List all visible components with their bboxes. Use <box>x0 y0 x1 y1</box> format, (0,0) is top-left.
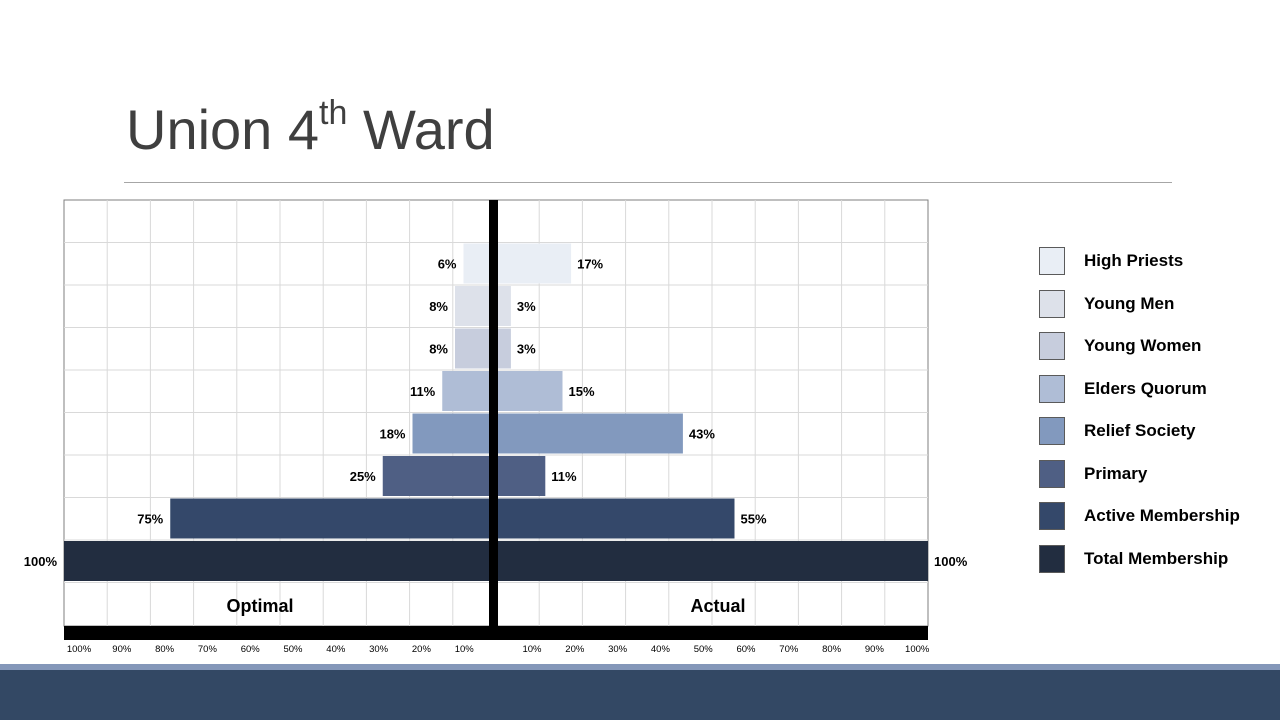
x-tick-label: 30% <box>369 644 389 655</box>
bar-optimal-primary <box>382 456 489 496</box>
x-tick-label: 50% <box>694 644 714 655</box>
value-label-actual-high-priests: 17% <box>577 257 603 272</box>
legend-item: High Priests <box>1039 247 1269 277</box>
value-label-actual-primary: 11% <box>551 469 577 484</box>
legend-label: Primary <box>1084 463 1148 483</box>
x-tick-label: 10% <box>522 644 542 655</box>
legend-swatch <box>1039 459 1065 488</box>
bar-actual-active-membership <box>498 498 735 539</box>
x-tick-label: 100% <box>905 644 930 655</box>
x-tick-label: 40% <box>326 644 346 655</box>
value-label-optimal-high-priests: 6% <box>438 257 457 272</box>
x-tick-label: 40% <box>651 644 671 655</box>
chart-axis: Optimal Actual 100% 90% 80% 70% 60% 50% 40% 30% 20… <box>64 200 930 655</box>
legend-swatch <box>1039 544 1065 573</box>
legend-label: Young Men <box>1084 293 1175 313</box>
title-superscript: th <box>319 94 348 132</box>
x-tick-label: 100% <box>67 644 92 655</box>
legend-item: Relief Society <box>1039 417 1269 447</box>
x-tick-label: 50% <box>283 644 303 655</box>
slide-title: Union 4th Ward <box>126 96 495 158</box>
chart-value-labels: 6% 17% 8% 3% 8% 3% 11% 15% 18% 43% 25% 11% 75% 55% 100… <box>24 257 968 570</box>
bar-optimal-relief-society <box>412 413 489 454</box>
value-label-actual-total-membership: 100% <box>934 554 968 569</box>
legend-swatch <box>1039 332 1065 360</box>
title-text-end: Ward <box>347 98 495 161</box>
value-label-optimal-young-women: 8% <box>429 342 448 357</box>
legend-label: Young Women <box>1084 336 1202 355</box>
value-label-actual-young-men: 3% <box>517 299 536 314</box>
legend-item: Total Membership <box>1039 544 1269 575</box>
x-tick-label: 30% <box>608 644 628 655</box>
legend-label: High Priests <box>1084 251 1184 270</box>
footer-band <box>0 670 1280 720</box>
value-label-optimal-primary: 25% <box>350 469 376 484</box>
value-label-optimal-elders-quorum: 11% <box>410 384 436 399</box>
bar-optimal-elders-quorum <box>442 371 489 411</box>
value-label-actual-relief-society: 43% <box>689 427 715 442</box>
value-label-actual-active-membership: 55% <box>741 512 767 527</box>
legend-label: Elders Quorum <box>1084 378 1207 398</box>
legend-swatch <box>1039 502 1065 530</box>
chart-bars <box>64 243 928 581</box>
legend-swatch <box>1039 417 1065 445</box>
bar-optimal-total-membership <box>64 541 489 581</box>
x-tick-label: 60% <box>736 644 756 655</box>
x-tick-label: 70% <box>779 644 799 655</box>
title-divider <box>124 182 1172 183</box>
x-tick-label: 90% <box>865 644 885 655</box>
bar-actual-high-priests <box>498 243 572 284</box>
value-label-actual-elders-quorum: 15% <box>569 384 595 399</box>
bar-optimal-high-priests <box>463 243 489 284</box>
x-tick-label: 90% <box>112 644 132 655</box>
center-axis-bar <box>489 200 498 626</box>
bar-actual-young-men <box>498 286 511 326</box>
legend-item: Young Women <box>1039 332 1269 362</box>
legend-item: Elders Quorum <box>1039 374 1269 405</box>
value-label-optimal-young-men: 8% <box>429 299 448 314</box>
value-label-actual-young-women: 3% <box>517 342 536 357</box>
legend-swatch <box>1039 289 1065 318</box>
x-tick-label: 80% <box>822 644 842 655</box>
legend-item: Active Membership <box>1039 502 1269 532</box>
legend-label: Relief Society <box>1084 421 1196 440</box>
bar-actual-total-membership <box>498 541 928 581</box>
x-tick-label: 10% <box>455 644 475 655</box>
value-label-optimal-active-membership: 75% <box>137 512 163 527</box>
bar-actual-young-women <box>498 328 511 369</box>
legend-swatch <box>1039 247 1065 275</box>
x-tick-label: 70% <box>198 644 218 655</box>
legend-item: Primary <box>1039 459 1269 490</box>
series-label-optimal: Optimal <box>226 596 293 616</box>
x-tick-label: 80% <box>155 644 175 655</box>
series-label-actual: Actual <box>690 596 745 616</box>
x-tick-label: 60% <box>241 644 261 655</box>
legend-label: Active Membership <box>1084 506 1240 525</box>
bar-optimal-active-membership <box>170 498 489 539</box>
value-label-optimal-relief-society: 18% <box>379 427 405 442</box>
legend-swatch <box>1039 374 1065 403</box>
legend-item: Young Men <box>1039 289 1269 320</box>
legend-label: Total Membership <box>1084 548 1229 568</box>
x-axis-band <box>64 626 928 640</box>
x-tick-label: 20% <box>565 644 585 655</box>
bar-actual-primary <box>498 456 546 496</box>
x-tick-label: 20% <box>412 644 432 655</box>
footer-accent-line <box>0 664 1280 670</box>
title-text: Union 4 <box>126 98 320 161</box>
bar-actual-relief-society <box>498 413 683 454</box>
value-label-optimal-total-membership: 100% <box>24 554 58 569</box>
bar-optimal-young-men <box>455 286 489 326</box>
bar-actual-elders-quorum <box>498 371 563 411</box>
bar-optimal-young-women <box>455 328 489 369</box>
